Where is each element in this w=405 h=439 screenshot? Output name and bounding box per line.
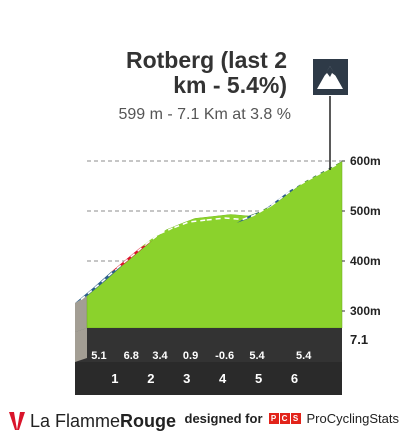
pcs-letter: S — [290, 413, 301, 424]
label-layer: 5.1 6.8 3.4 0.9 -0.6 5.4 5.4 1 2 3 4 5 6 7.1 600m 500m 4… — [91, 154, 380, 386]
base-front-face — [75, 362, 342, 395]
road-layer — [75, 161, 342, 303]
y-tick-label: 600m — [350, 154, 381, 168]
grade-label: 0.9 — [183, 350, 198, 362]
grade-label: 5.4 — [296, 350, 312, 362]
grade-label: 6.8 — [124, 350, 139, 362]
road-centerline — [145, 226, 175, 246]
pcs-letter: P — [268, 413, 279, 424]
km-label: 2 — [147, 371, 154, 386]
km-label: 6 — [291, 371, 298, 386]
profile-area — [86, 161, 343, 329]
page-title: Rotberg (last 2 km - 5.4%) — [125, 47, 287, 98]
summit-layer — [313, 59, 348, 170]
km-label: 4 — [219, 371, 227, 386]
road-centerline — [116, 243, 147, 270]
brand-logo: La FlammeRouge — [8, 409, 176, 433]
designed-for-label: designed for — [184, 411, 263, 426]
total-distance-label: 7.1 — [350, 332, 368, 347]
km-label: 1 — [111, 371, 118, 386]
pcs-letter: C — [279, 413, 290, 424]
grade-label: -0.6 — [215, 350, 234, 362]
road-centerline — [206, 217, 243, 221]
road-centerline — [242, 204, 272, 221]
y-tick-label: 400m — [350, 254, 381, 268]
profile-area-layer — [75, 161, 343, 332]
grade-label: 3.4 — [152, 350, 168, 362]
km-label: 3 — [183, 371, 190, 386]
road-centerline — [270, 164, 337, 207]
profile-side-face — [75, 296, 87, 332]
road-segment — [200, 214, 249, 224]
grade-label: 5.1 — [91, 350, 106, 362]
pcs-logo-icon: P C S — [268, 413, 302, 424]
y-tick-label: 300m — [350, 304, 381, 318]
brand-prefix: La Flamme — [30, 410, 121, 431]
credits: designed for P C S ProCyclingStats — [185, 411, 400, 426]
base-side-face — [75, 328, 87, 362]
y-tick-label: 500m — [350, 204, 381, 218]
pcs-name: ProCyclingStats — [306, 411, 399, 426]
brand-name: La FlammeRouge — [30, 411, 176, 432]
road-centerline — [80, 267, 118, 301]
grade-label: 5.4 — [249, 350, 265, 362]
road-centerline — [174, 219, 207, 229]
mountain-peak-icon — [313, 59, 348, 95]
base-band-layer — [75, 328, 342, 395]
km-label: 5 — [255, 371, 262, 386]
climb-summary: 599 m - 7.1 Km at 3.8 % — [118, 106, 291, 123]
brand-suffix: Rouge — [120, 410, 177, 431]
flamme-rouge-flag-icon — [9, 412, 25, 430]
